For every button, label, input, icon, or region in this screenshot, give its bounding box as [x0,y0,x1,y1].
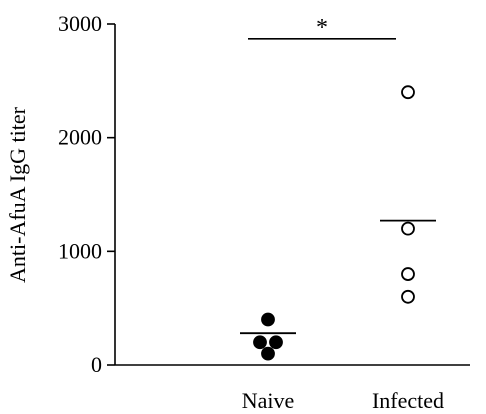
y-tick-label-2000: 2000 [58,125,102,150]
y-tick-label-0: 0 [91,352,102,377]
point-infected-0 [401,85,415,100]
point-infected-2 [401,267,415,281]
significance-label: * [316,15,328,41]
y-tick-label-3000: 3000 [58,11,102,36]
point-infected-1 [401,221,415,236]
point-naive-2 [269,335,283,350]
y-tick-label-1000: 1000 [58,238,102,263]
x-category-label-naive: Naive [242,388,295,413]
x-category-label-infected: Infected [372,388,444,413]
data-points [253,85,415,361]
category-labels: Naive Infected [242,388,444,413]
point-naive-3 [261,346,275,361]
y-ticks: 0 1000 2000 3000 [58,11,115,377]
point-naive-0 [261,312,275,327]
point-infected-3 [401,289,415,304]
point-naive-1 [253,335,267,350]
y-axis-label: Anti-AfuA IgG titer [5,106,30,283]
mean-lines [240,219,436,335]
annotations: * [248,15,396,41]
